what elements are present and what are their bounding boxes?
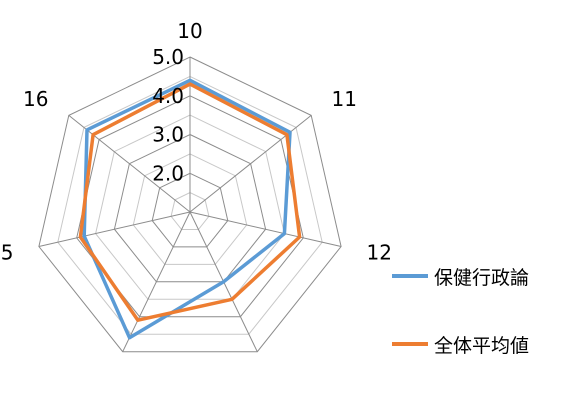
legend: 保健行政論 全体平均値 [392,262,572,398]
legend-label-series-1: 保健行政論 [434,266,530,289]
radar-grid [38,56,342,353]
grid-ring-1-5 [170,192,210,230]
category-label-11: 11 [332,87,357,111]
spoke-15 [38,211,191,247]
radar-labels: 2.0 3.0 4.0 5.010 11 12 13 14 15 16 [0,19,392,365]
grid-ring-4-5 [57,75,323,335]
tick-label-4-0: 4.0 [152,84,184,108]
category-label-15: 15 [0,240,14,264]
grid-ring-3 [113,133,267,283]
category-label-14: 14 [86,363,111,365]
series-line-2 [78,82,302,322]
grid-ring-4 [76,95,304,318]
tick-label-2-0: 2.0 [152,161,184,185]
spoke-14 [122,211,191,352]
category-label-16: 16 [23,87,48,111]
grid-ring-3-5 [95,114,285,300]
tick-label-5-0: 5.0 [152,45,184,69]
radar-series [78,78,302,340]
grid-ring-2 [151,172,229,248]
category-label-13: 13 [269,363,294,365]
legend-label-series-2: 全体平均値 [434,334,530,357]
grid-ring-5 [38,56,342,353]
category-label-10: 10 [177,19,202,43]
legend-swatch-series-1 [392,274,428,278]
grid-ring-2-5 [132,153,248,265]
category-label-12: 12 [367,240,392,264]
legend-item-series-2: 全体平均値 [392,330,572,358]
radar-chart: 2.0 3.0 4.0 5.010 11 12 13 14 15 16 [0,19,392,365]
spoke-16 [68,115,191,213]
legend-item-series-1: 保健行政論 [392,262,572,290]
spoke-12 [189,211,342,247]
legend-swatch-series-2 [392,342,428,346]
tick-label-3-0: 3.0 [152,123,184,147]
